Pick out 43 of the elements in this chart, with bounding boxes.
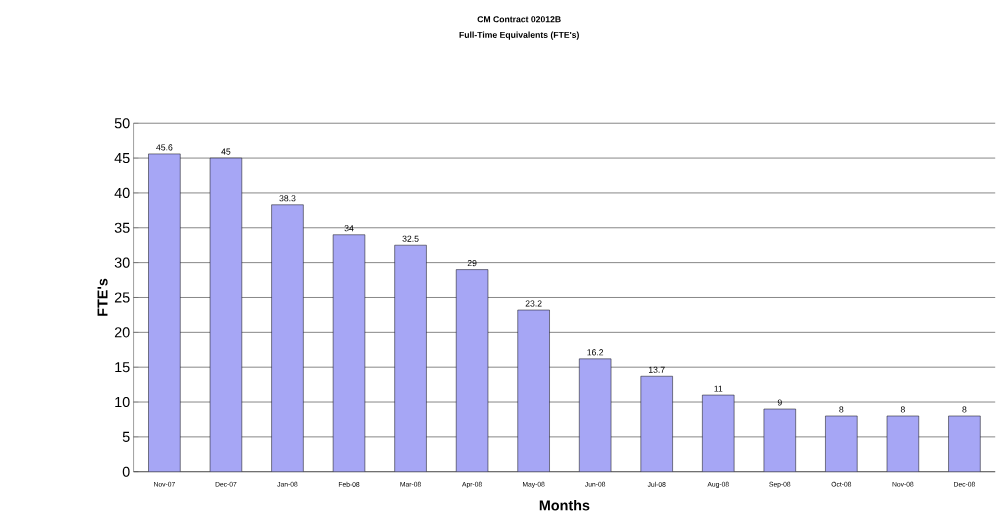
y-tick-label: 35 xyxy=(114,222,130,233)
y-tick-label: 45 xyxy=(114,152,130,163)
bar xyxy=(825,415,858,472)
data-label: 29 xyxy=(467,259,477,266)
bar xyxy=(148,153,181,472)
bar xyxy=(455,269,489,472)
x-axis-title: Months xyxy=(539,499,590,511)
data-label: 8 xyxy=(900,406,905,413)
chart-title: CM Contract 02012B xyxy=(477,15,561,23)
bar xyxy=(579,358,612,472)
y-tick-label: 30 xyxy=(114,257,130,268)
bar xyxy=(517,309,550,472)
data-label: 32.5 xyxy=(402,235,419,242)
chart-subtitle: Full-Time Equivalents (FTE's) xyxy=(459,31,579,40)
y-tick-label: 20 xyxy=(114,327,130,338)
data-label: 9 xyxy=(777,399,782,406)
data-label: 13.7 xyxy=(648,366,665,373)
y-tick-label: 15 xyxy=(115,361,130,372)
data-label: 11 xyxy=(714,385,723,392)
data-label: 45 xyxy=(221,148,231,155)
y-tick-label: 10 xyxy=(115,396,130,407)
data-label: 34 xyxy=(344,224,354,232)
y-tick-label: 5 xyxy=(122,431,130,442)
bar xyxy=(763,408,796,472)
data-label: 8 xyxy=(962,406,967,413)
bar xyxy=(640,375,673,472)
y-tick-label: 0 xyxy=(122,466,130,477)
data-label: 8 xyxy=(839,406,844,413)
bar xyxy=(886,415,919,472)
bar xyxy=(702,394,735,472)
data-label: 45.6 xyxy=(156,144,173,151)
bar xyxy=(209,157,243,472)
bar xyxy=(948,415,981,472)
bar xyxy=(332,234,366,472)
data-label: 16.2 xyxy=(587,349,604,356)
y-tick-label: 40 xyxy=(114,187,130,198)
y-tick-label: 50 xyxy=(114,117,130,129)
bar xyxy=(271,204,304,472)
y-axis-title: FTE's xyxy=(97,278,108,316)
data-label: 38.3 xyxy=(279,195,296,202)
bar xyxy=(394,244,427,472)
y-tick-label: 25 xyxy=(114,292,130,303)
data-label: 23.2 xyxy=(525,300,542,307)
